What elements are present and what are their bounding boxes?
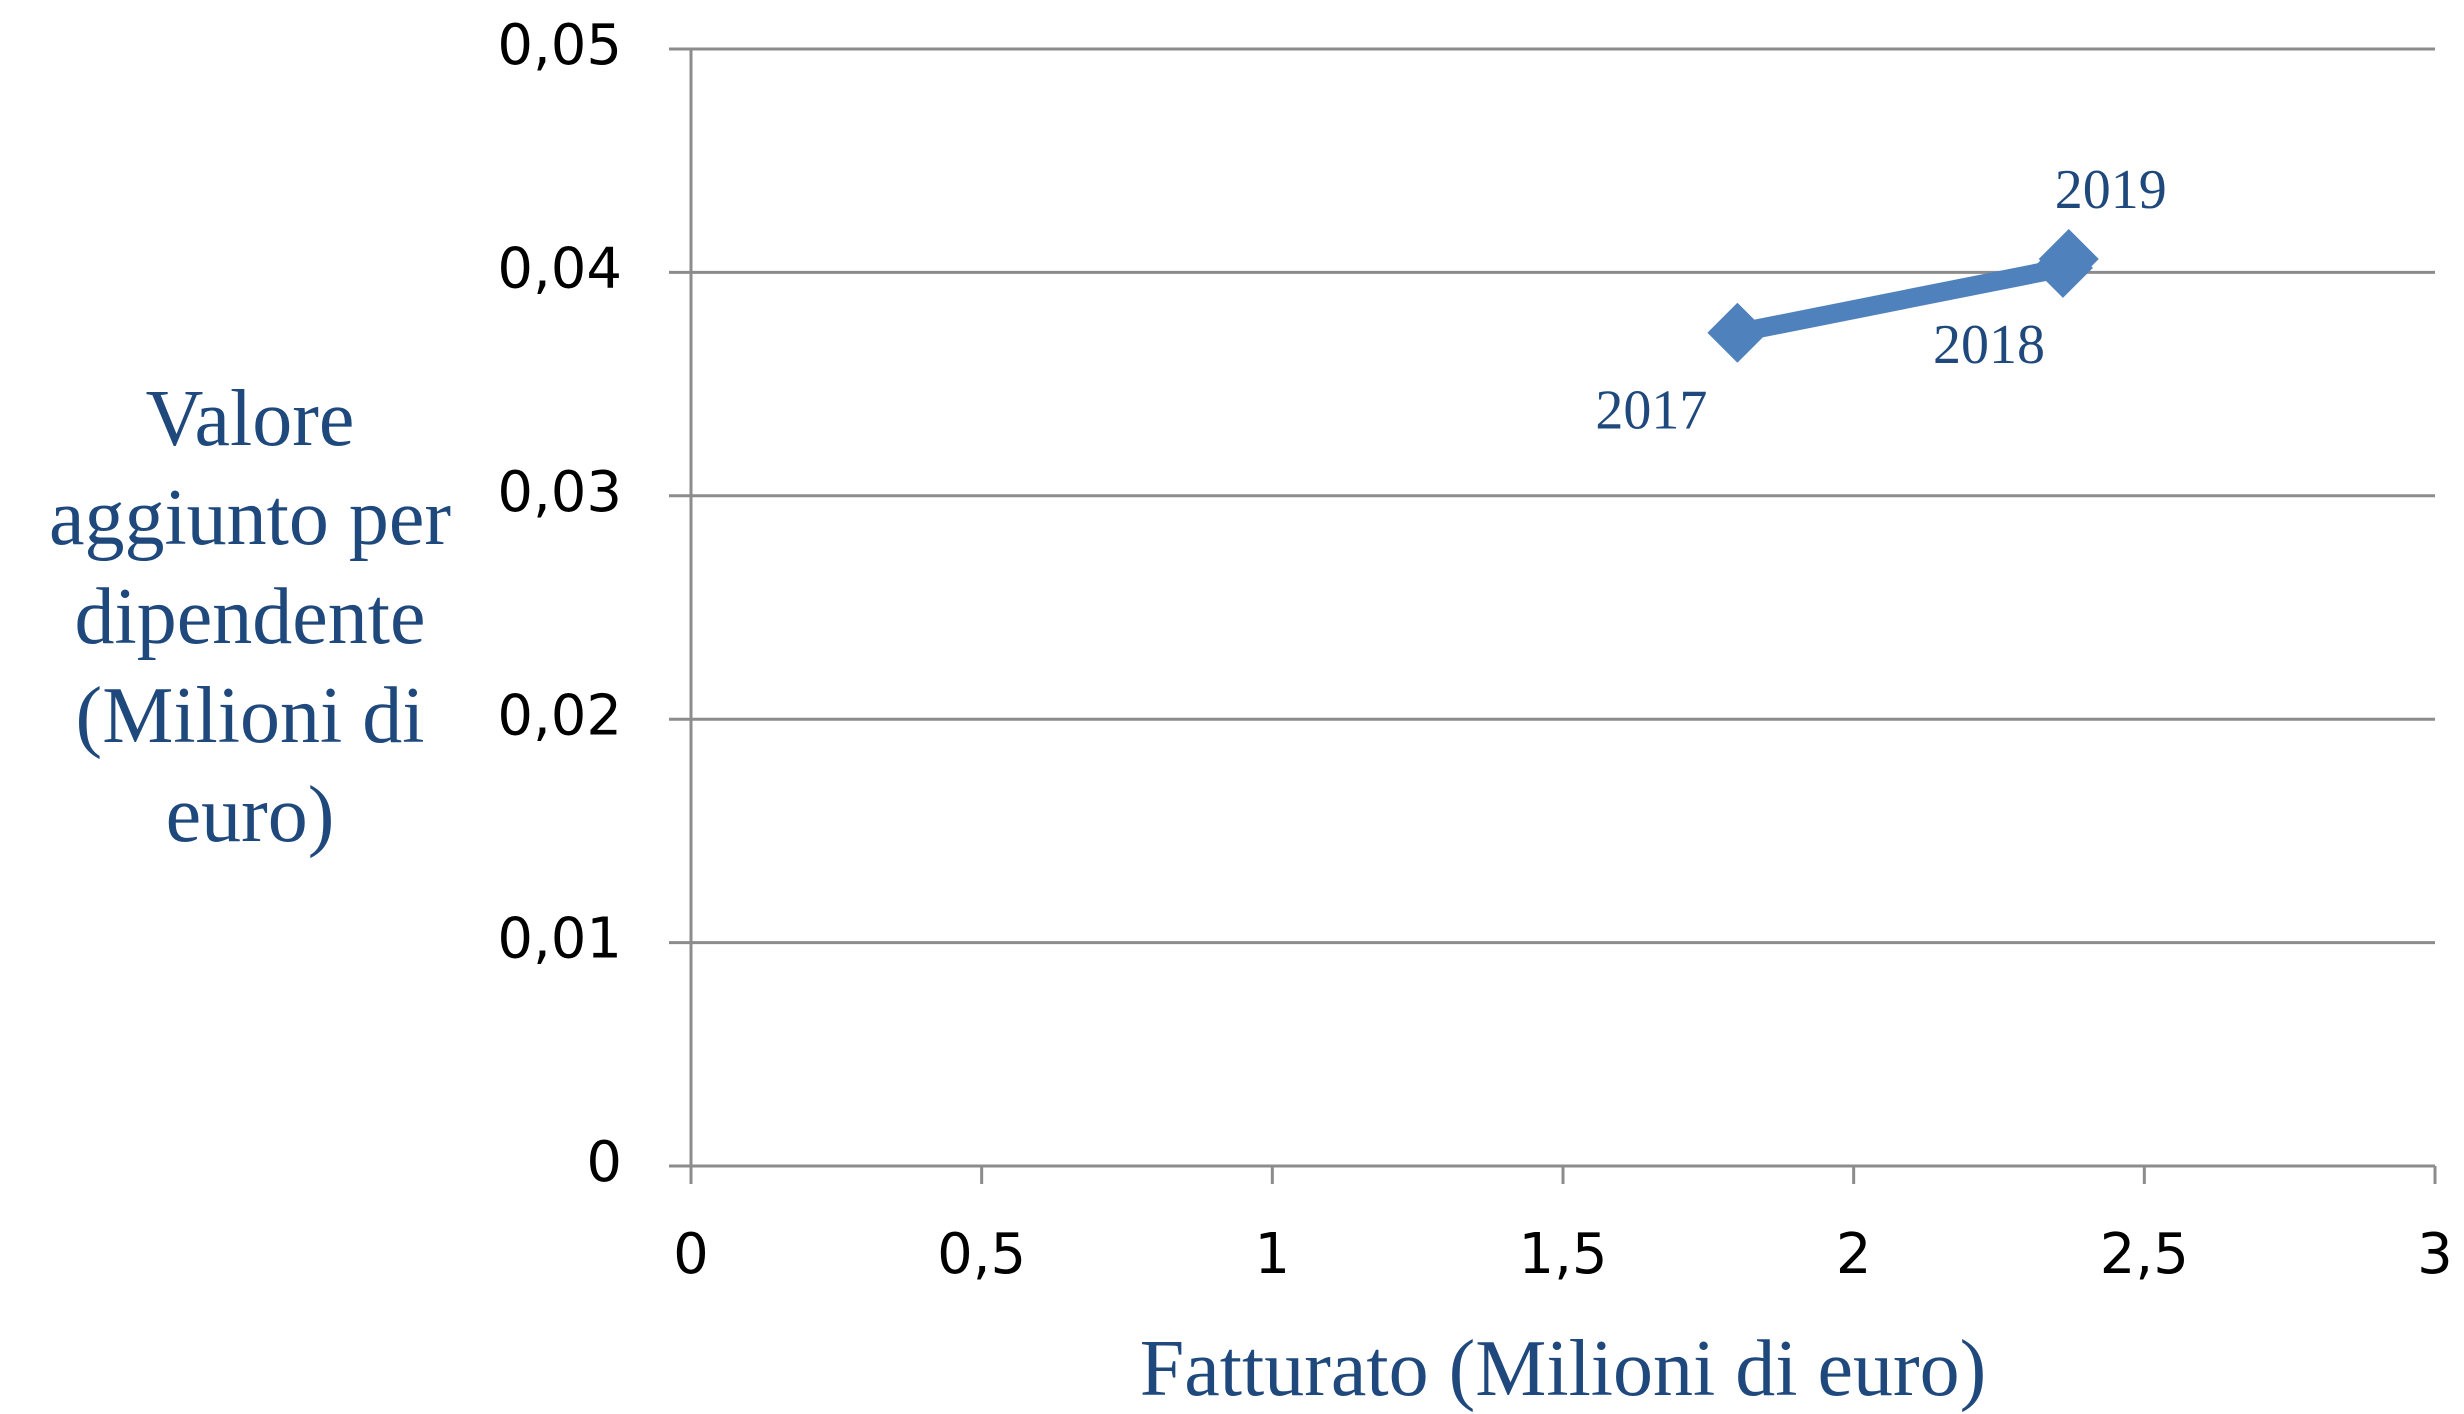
y-tick-label: 0,03 (497, 460, 622, 525)
y-tick-label: 0,05 (497, 13, 622, 78)
point-marker (1707, 302, 1768, 363)
y-tick-label: 0,01 (497, 907, 622, 972)
y-axis-title: Valore aggiunto per dipendente (Milioni … (48, 375, 452, 859)
point-label: 2018 (1933, 314, 2045, 376)
x-axis-title: Fatturato (Milioni di euro) (1140, 1325, 1987, 1413)
x-tick-label: 1,5 (1518, 1222, 1607, 1287)
x-tick-label: 0 (673, 1222, 709, 1287)
y-tick-label: 0 (586, 1130, 622, 1195)
x-tick-label: 2,5 (2100, 1222, 2189, 1287)
x-tick-label: 1 (1255, 1222, 1291, 1287)
point-marker (2038, 228, 2099, 289)
x-tick-label: 3 (2417, 1222, 2453, 1287)
x-tick-label: 2 (1836, 1222, 1872, 1287)
point-label: 2017 (1595, 380, 1707, 442)
y-tick-label: 0,04 (497, 237, 622, 302)
x-tick-label: 0,5 (937, 1222, 1026, 1287)
point-label: 2019 (2055, 159, 2167, 221)
y-tick-label: 0,02 (497, 683, 622, 748)
